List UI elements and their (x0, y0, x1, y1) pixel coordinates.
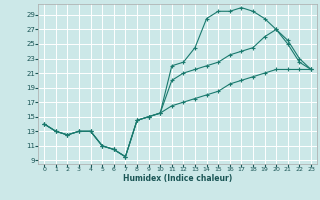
X-axis label: Humidex (Indice chaleur): Humidex (Indice chaleur) (123, 174, 232, 183)
